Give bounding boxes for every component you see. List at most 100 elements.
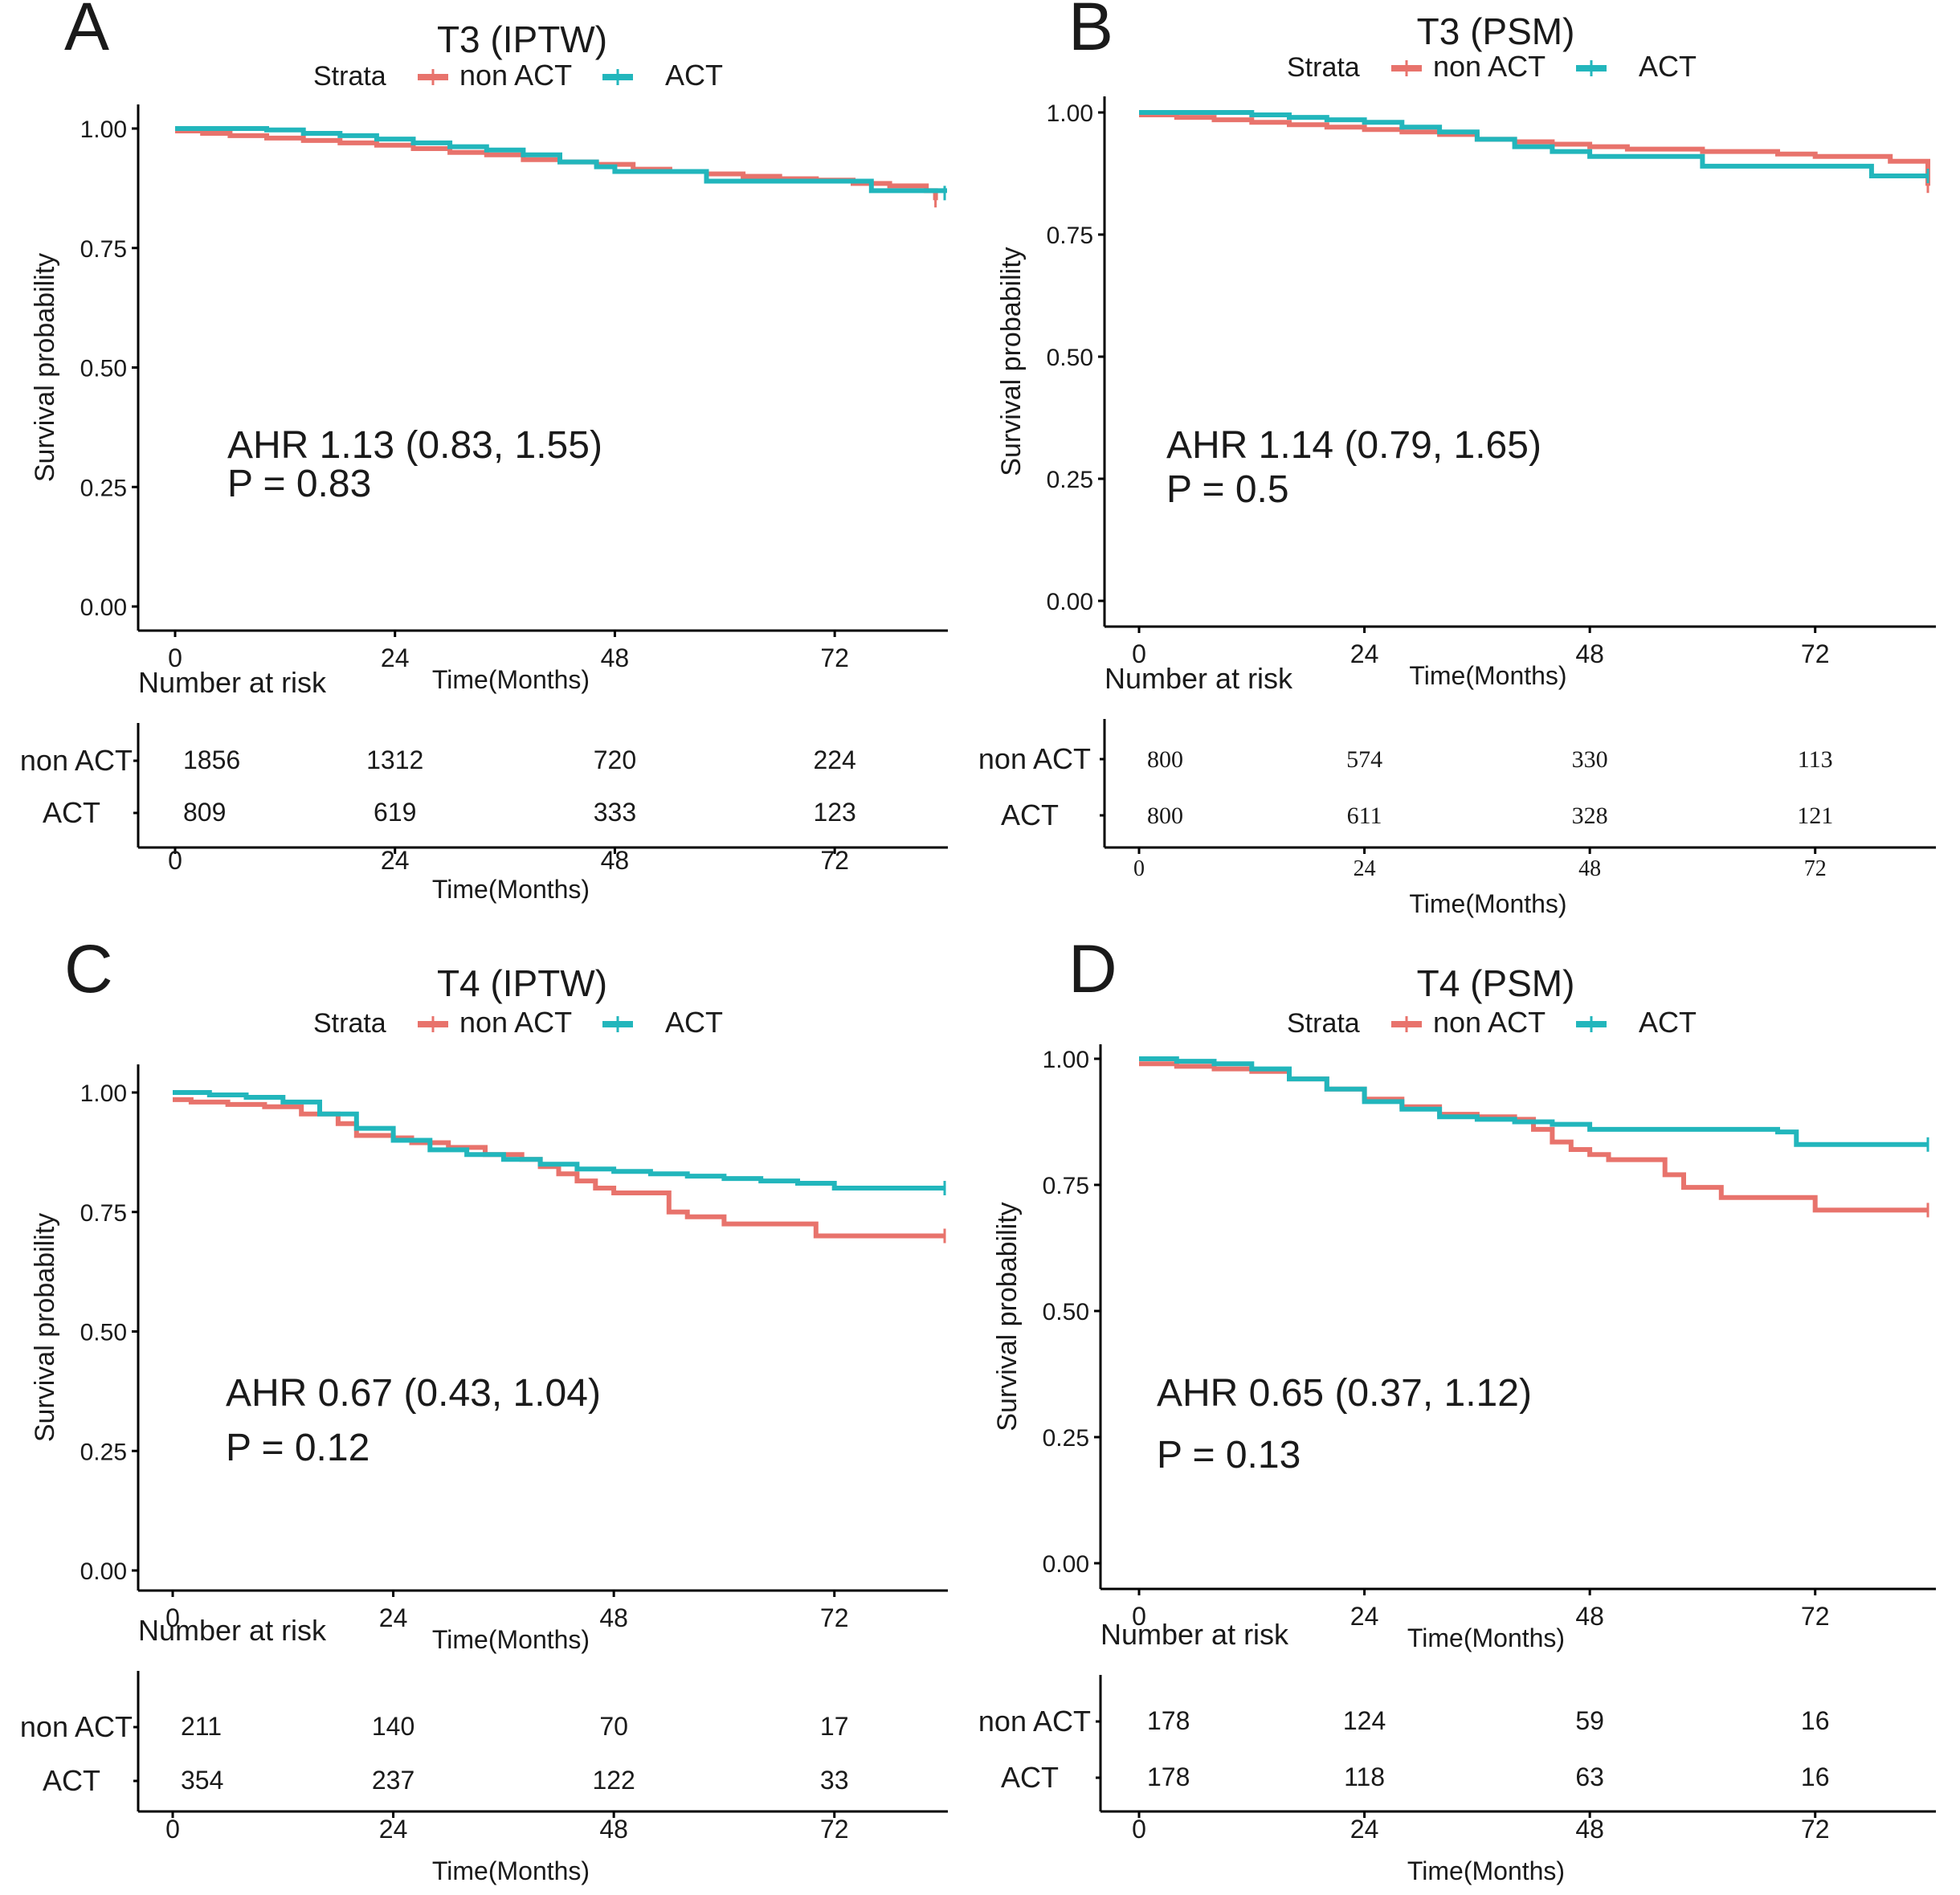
survival-curve-act: [175, 126, 947, 194]
x-axis-label: Time(Months): [1407, 1623, 1565, 1652]
risk-x-tick-label: 48: [601, 846, 630, 875]
x-tick-label: 24: [1350, 1602, 1379, 1631]
panel-title: T3 (PSM): [1417, 10, 1575, 52]
y-tick-label: 0.75: [80, 1200, 127, 1227]
risk-row-label-act: ACT: [43, 1764, 100, 1797]
legend-label-non-act: non ACT: [1433, 1006, 1546, 1039]
risk-x-tick-label: 24: [381, 846, 410, 875]
y-tick-label: 0.25: [80, 475, 127, 501]
risk-count-act: 178: [1147, 1762, 1190, 1791]
risk-count-act: 118: [1344, 1762, 1385, 1791]
risk-count-act: 63: [1575, 1762, 1604, 1791]
x-tick-label: 72: [1801, 639, 1830, 668]
risk-count-act: 123: [813, 798, 855, 827]
risk-count-non-act: 211: [181, 1712, 222, 1741]
y-axis-label: Survival probability: [996, 247, 1027, 476]
ahr-annotation: AHR 0.65 (0.37, 1.12): [1157, 1372, 1532, 1415]
legend-strata-label: Strata: [313, 61, 386, 92]
legend-label-act: ACT: [1639, 1006, 1697, 1039]
risk-x-tick-label: 72: [1801, 1815, 1830, 1844]
y-tick-label: 0.50: [1043, 1299, 1089, 1325]
legend-label-act: ACT: [665, 1006, 723, 1039]
y-tick-label: 1.00: [80, 116, 127, 143]
x-tick-label: 24: [1350, 639, 1379, 668]
risk-x-tick-label: 48: [599, 1815, 628, 1844]
risk-x-tick-label: 24: [1354, 856, 1376, 881]
x-tick-label: 72: [1801, 1602, 1830, 1631]
risk-x-tick-label: 48: [1578, 856, 1601, 881]
risk-count-act: 800: [1147, 803, 1183, 829]
x-axis-label: Time(Months): [1409, 661, 1566, 690]
y-tick-label: 0.50: [1047, 345, 1093, 371]
risk-count-non-act: 330: [1572, 746, 1608, 773]
risk-count-act: 122: [592, 1766, 635, 1795]
y-tick-label: 1.00: [1047, 100, 1093, 127]
survival-curve-non-act: [1139, 112, 1930, 186]
risk-x-axis-label: Time(Months): [1409, 889, 1566, 918]
risk-x-tick-label: 0: [1133, 856, 1145, 881]
y-tick-label: 1.00: [80, 1080, 127, 1107]
survival-curve-non-act: [1139, 1061, 1928, 1213]
x-tick-label: 48: [599, 1603, 628, 1632]
y-axis-label: Survival probability: [30, 253, 60, 482]
legend-strata-label: Strata: [1287, 1008, 1360, 1039]
y-tick-label: 0.25: [1047, 467, 1093, 493]
risk-row-label-non-act: non ACT: [20, 1710, 133, 1743]
risk-count-act: 121: [1797, 803, 1833, 829]
y-tick-label: 0.00: [80, 1558, 127, 1585]
risk-count-non-act: 140: [372, 1712, 414, 1741]
legend-label-act: ACT: [665, 59, 723, 92]
y-tick-label: 0.50: [80, 1320, 127, 1346]
risk-count-non-act: 16: [1801, 1706, 1830, 1735]
survival-curve-act: [173, 1090, 945, 1191]
risk-table-title: Number at risk: [1100, 1618, 1289, 1651]
risk-count-non-act: 113: [1798, 746, 1833, 773]
risk-x-axis-label: Time(Months): [432, 1856, 590, 1885]
risk-x-tick-label: 72: [820, 1815, 849, 1844]
legend-label-non-act: non ACT: [459, 59, 572, 92]
legend-label-non-act: non ACT: [459, 1006, 572, 1039]
x-axis-label: Time(Months): [432, 665, 590, 694]
risk-x-tick-label: 0: [168, 846, 182, 875]
risk-x-tick-label: 24: [379, 1815, 408, 1844]
ahr-annotation: AHR 0.67 (0.43, 1.04): [226, 1372, 601, 1415]
y-tick-label: 0.00: [1043, 1551, 1089, 1578]
risk-x-tick-label: 72: [1804, 856, 1827, 881]
x-tick-label: 72: [820, 643, 849, 672]
risk-row-label-act: ACT: [43, 796, 100, 829]
risk-x-tick-label: 0: [1132, 1815, 1146, 1844]
panel-letter: A: [64, 0, 109, 64]
risk-count-non-act: 224: [813, 745, 855, 774]
risk-count-non-act: 800: [1147, 746, 1183, 773]
y-tick-label: 0.75: [80, 236, 127, 263]
panel-d: D T4 (PSM) Strata non ACT ACT 1.00 0.75 0.50 0.2…: [978, 931, 1936, 1885]
p-value-annotation: P = 0.12: [226, 1427, 370, 1469]
legend-label-act: ACT: [1639, 50, 1697, 83]
risk-x-tick-label: 72: [820, 846, 849, 875]
risk-count-non-act: 70: [599, 1712, 628, 1741]
y-tick-label: 0.00: [80, 594, 127, 621]
risk-x-tick-label: 48: [1575, 1815, 1604, 1844]
y-axis-label: Survival probability: [30, 1213, 60, 1442]
panel-a: A T3 (IPTW) Strata non ACT ACT 1.00 0.75 0.50 0.…: [20, 0, 948, 904]
risk-count-act: 328: [1572, 803, 1608, 829]
x-tick-label: 72: [820, 1603, 849, 1632]
risk-row-label-non-act: non ACT: [978, 742, 1091, 775]
risk-row-label-non-act: non ACT: [20, 744, 133, 777]
x-tick-label: 24: [381, 643, 410, 672]
x-tick-label: 0: [1132, 639, 1146, 668]
survival-curve-act: [1139, 1056, 1928, 1147]
survival-curve-act: [1139, 110, 1928, 178]
risk-x-tick-label: 0: [165, 1815, 180, 1844]
risk-row-label-act: ACT: [1001, 1761, 1059, 1794]
risk-count-non-act: 1312: [366, 745, 423, 774]
x-tick-label: 0: [1132, 1602, 1146, 1631]
panel-b: B T3 (PSM) Strata non ACT ACT 1.00 0.75 0.50 0.2…: [978, 0, 1936, 918]
p-value-annotation: P = 0.13: [1157, 1434, 1301, 1476]
panel-title: T4 (PSM): [1417, 962, 1575, 1004]
x-tick-label: 0: [165, 1603, 180, 1632]
legend-strata-label: Strata: [1287, 52, 1360, 83]
y-tick-label: 1.00: [1043, 1047, 1089, 1073]
y-tick-label: 0.50: [80, 356, 127, 382]
